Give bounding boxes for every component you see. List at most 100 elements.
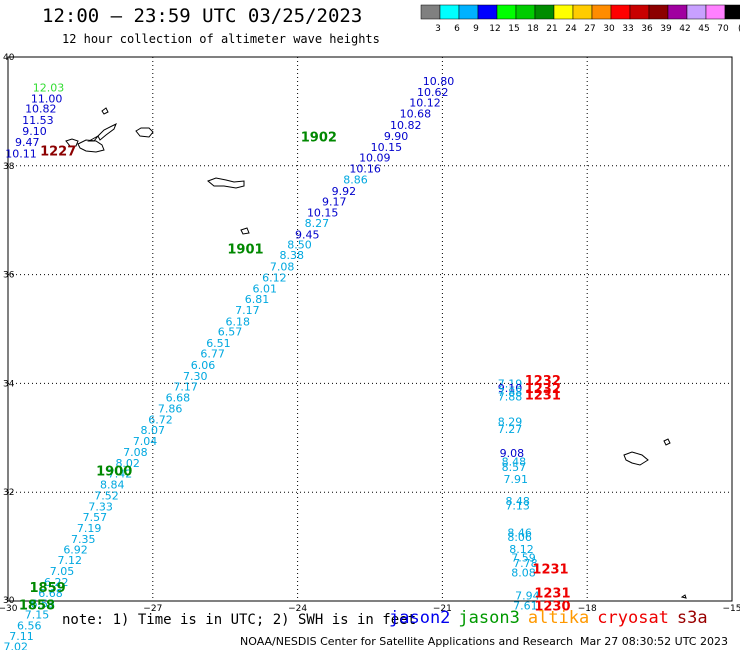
wave-height-label: 7.05 xyxy=(50,565,75,578)
y-tick-label: 40 xyxy=(3,53,15,63)
island-pico-faial xyxy=(65,138,105,153)
wave-height-label: 7.27 xyxy=(498,423,523,436)
wave-height-label: 6.81 xyxy=(245,293,270,306)
wave-height-label: 7.78 xyxy=(513,557,538,570)
legend-swatch xyxy=(667,4,688,20)
wave-height-label: 6.57 xyxy=(218,326,243,339)
wave-height-label: 8.48 xyxy=(505,495,530,508)
legend-swatch xyxy=(629,4,650,20)
wave-height-label: 7.33 xyxy=(88,500,113,513)
wave-height-label: 7.04 xyxy=(133,435,158,448)
wave-height-label: 8.27 xyxy=(305,217,330,230)
wave-height-label: 9.17 xyxy=(322,196,347,209)
legend-swatch xyxy=(591,4,612,20)
wave-height-label: 8.48 xyxy=(502,456,527,469)
y-tick-label: 32 xyxy=(3,488,14,498)
wave-height-label: 7.30 xyxy=(183,370,208,383)
legend-tick-label: 21 xyxy=(546,24,557,34)
island-flores xyxy=(101,107,109,115)
pass-time-label: 1231 xyxy=(532,562,568,577)
wave-height-label: 9.45 xyxy=(295,228,320,241)
pass-time-label: 1902 xyxy=(301,130,337,145)
map-frame: −30 −27 −24 −21 −18 −15 30 32 34 36 38 40 xyxy=(0,53,740,614)
legend-tick-label: 45 xyxy=(698,24,709,34)
wave-height-label: 8.86 xyxy=(343,173,368,186)
legend-swatch xyxy=(686,4,707,20)
wave-height-label: 8.29 xyxy=(498,415,523,428)
pass-time-label: 1232 xyxy=(525,382,561,397)
legend-tick-label: 6 xyxy=(454,24,460,34)
page-title: 12:00 – 23:59 UTC 03/25/2023 xyxy=(42,5,363,27)
wave-height-label: 7.19 xyxy=(77,522,102,535)
wave-height-label: 7.08 xyxy=(123,446,148,459)
page-subtitle: 12 hour collection of altimeter wave hei… xyxy=(62,32,380,46)
time-labels: 1902190119001859185812271232123212311231… xyxy=(19,130,571,614)
wave-height-label: 10.82 xyxy=(25,103,57,116)
wave-height-label: 11.00 xyxy=(31,92,63,105)
legend-tick-label: 15 xyxy=(508,24,519,34)
legend-swatch xyxy=(477,4,498,20)
wave-height-label: 6.92 xyxy=(63,543,88,556)
wave-height-label: 10.16 xyxy=(349,163,381,176)
note-text: note: 1) Time is in UTC; 2) SWH is in fe… xyxy=(62,612,417,628)
wave-height-label: 6.12 xyxy=(262,271,287,284)
wave-height-label: 10.68 xyxy=(400,108,432,121)
legend-tick-label: 33 xyxy=(622,24,633,34)
wave-height-label: 6.22 xyxy=(44,576,69,589)
legend-tick-label: 70 xyxy=(717,24,729,34)
wave-height-label: 7.52 xyxy=(94,489,119,502)
wave-height-label: 9.10 xyxy=(22,125,47,138)
wave-height-label: 6.56 xyxy=(17,619,42,632)
legend-swatch xyxy=(496,4,517,20)
island-santa-maria xyxy=(240,227,250,235)
legend-swatch xyxy=(553,4,574,20)
legend-tick-label: 12 xyxy=(489,24,500,34)
wave-height-label: 7.88 xyxy=(498,386,523,399)
wave-height-label: 6.68 xyxy=(166,392,191,405)
wave-height-label: 11.53 xyxy=(22,114,54,127)
wave-height-label: 7.08 xyxy=(270,260,295,273)
wave-height-label: 9.10 xyxy=(498,382,523,395)
wave-height-label: 7.35 xyxy=(71,533,96,546)
wave-height-label: 6.77 xyxy=(200,347,225,360)
wave-height-label: 7.94 xyxy=(515,590,540,603)
legend-tick-label: 18 xyxy=(527,24,539,34)
legend-swatch xyxy=(420,4,441,20)
wave-height-label: 6.51 xyxy=(206,337,231,350)
pass-time-label: 1231 xyxy=(525,388,561,403)
legend-swatch xyxy=(458,4,479,20)
wave-height-label: 7.42 xyxy=(108,468,133,481)
y-tick-label: 30 xyxy=(3,596,15,606)
satellite-label-jason3: jason3 xyxy=(458,608,520,628)
plot-border xyxy=(7,56,733,602)
x-tick-label: −24 xyxy=(288,604,307,614)
pass-time-label: 1900 xyxy=(96,464,132,479)
wave-height-label: 7.02 xyxy=(3,641,28,650)
wave-height-label: 8.12 xyxy=(509,543,534,556)
wave-height-label: 7.61 xyxy=(513,599,538,612)
legend-tick-label: 27 xyxy=(584,24,595,34)
legend-tick-label: 42 xyxy=(679,24,690,34)
x-tick-label: −30 xyxy=(0,604,18,614)
wave-height-label: 7.59 xyxy=(511,551,536,564)
wave-height-label: 9.47 xyxy=(15,136,40,149)
legend-swatch xyxy=(572,4,593,20)
wave-height-label: 6.53 xyxy=(31,598,56,611)
island-sao-miguel xyxy=(207,177,245,189)
wave-height-label: 10.09 xyxy=(359,152,391,165)
legend-swatch xyxy=(610,4,631,20)
wave-height-label: 7.12 xyxy=(58,554,83,567)
satellite-label-s3a: s3a xyxy=(676,608,708,628)
wave-height-label: 6.72 xyxy=(148,413,173,426)
legend-tick-label: 36 xyxy=(641,24,653,34)
pass-time-label: 1231 xyxy=(534,586,570,601)
pass-time-label: 1232 xyxy=(525,374,561,389)
legend-swatch xyxy=(534,4,555,20)
wave-height-label: 6.06 xyxy=(191,359,216,372)
wave-height-label: 7.91 xyxy=(504,473,529,486)
y-tick-label: 38 xyxy=(3,162,15,172)
legend-tick-label: 3 xyxy=(435,24,441,34)
wave-height-label: 12.03 xyxy=(33,81,65,94)
wave-height-label: 7.88 xyxy=(498,390,523,403)
x-tick-label: −18 xyxy=(578,604,597,614)
